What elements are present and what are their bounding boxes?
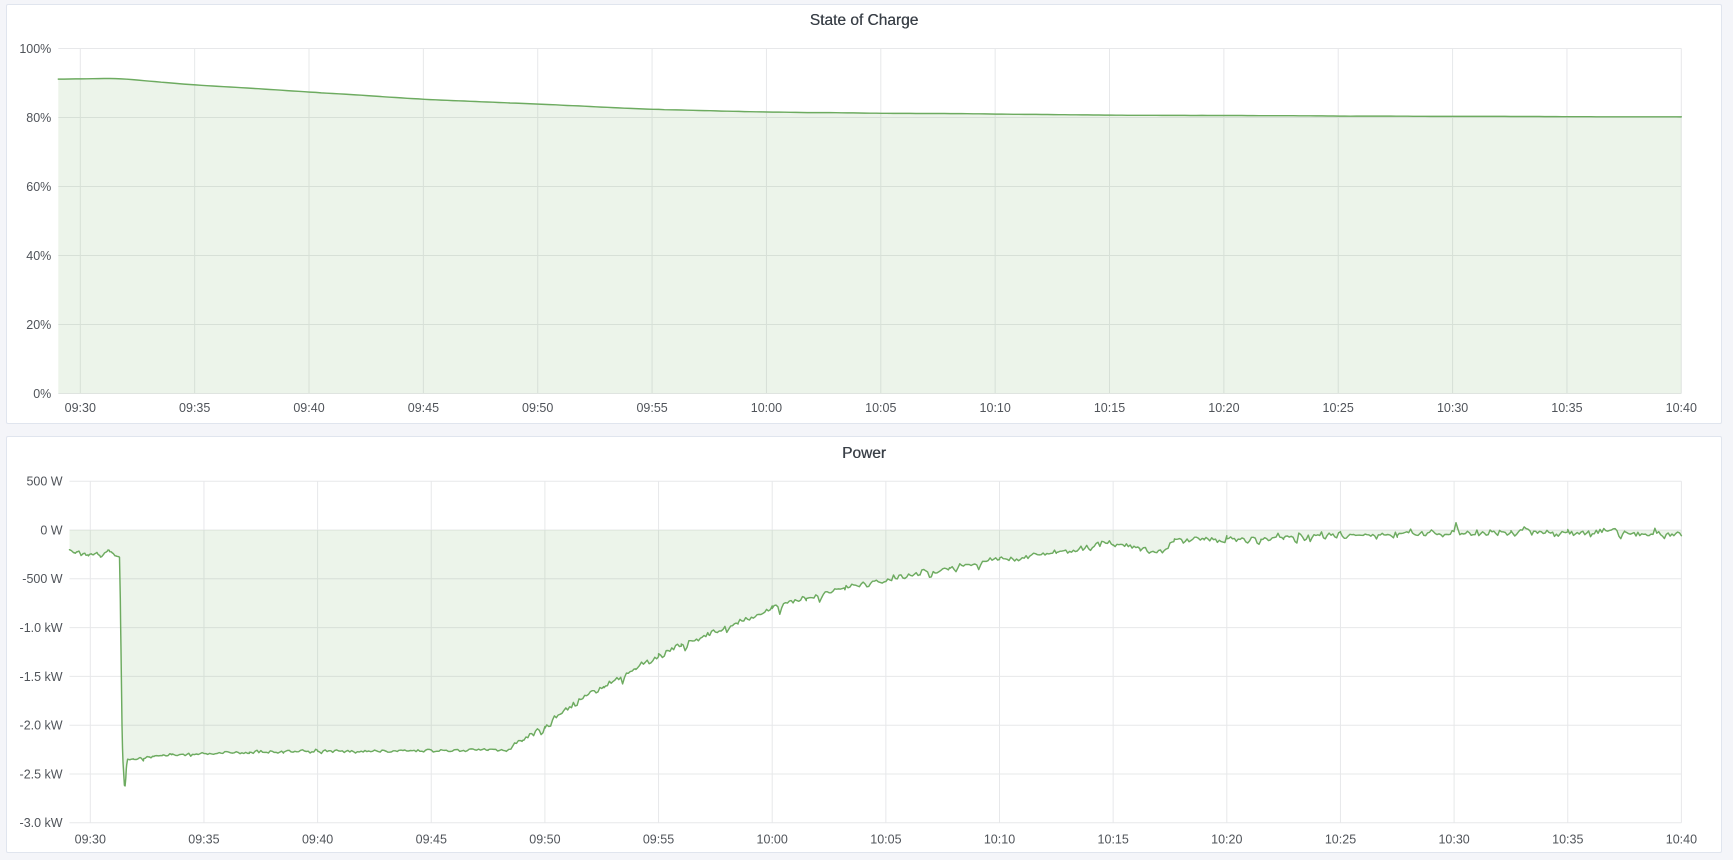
- svg-text:09:45: 09:45: [416, 833, 447, 847]
- svg-text:10:35: 10:35: [1551, 401, 1582, 415]
- svg-text:10:30: 10:30: [1438, 833, 1469, 847]
- svg-text:10:20: 10:20: [1211, 833, 1242, 847]
- svg-text:100%: 100%: [19, 42, 51, 56]
- svg-text:60%: 60%: [26, 180, 51, 194]
- svg-text:10:40: 10:40: [1666, 833, 1697, 847]
- svg-text:10:30: 10:30: [1437, 401, 1468, 415]
- svg-text:-1.5 kW: -1.5 kW: [20, 670, 63, 684]
- svg-text:10:20: 10:20: [1208, 401, 1239, 415]
- svg-text:10:25: 10:25: [1325, 833, 1356, 847]
- svg-text:09:50: 09:50: [522, 401, 553, 415]
- svg-text:10:25: 10:25: [1323, 401, 1354, 415]
- svg-text:10:10: 10:10: [984, 833, 1015, 847]
- svg-text:09:55: 09:55: [643, 833, 674, 847]
- svg-text:09:30: 09:30: [65, 401, 96, 415]
- svg-text:10:05: 10:05: [870, 833, 901, 847]
- svg-text:500 W: 500 W: [26, 475, 62, 489]
- svg-text:10:15: 10:15: [1094, 401, 1125, 415]
- svg-text:10:40: 10:40: [1666, 401, 1697, 415]
- svg-text:0 W: 0 W: [40, 523, 62, 537]
- svg-text:40%: 40%: [26, 249, 51, 263]
- svg-text:20%: 20%: [26, 318, 51, 332]
- svg-text:80%: 80%: [26, 111, 51, 125]
- svg-text:10:10: 10:10: [980, 401, 1011, 415]
- svg-text:10:00: 10:00: [757, 833, 788, 847]
- svg-text:-2.0 kW: -2.0 kW: [20, 719, 63, 733]
- svg-text:09:30: 09:30: [75, 833, 106, 847]
- svg-text:09:40: 09:40: [302, 833, 333, 847]
- svg-text:-2.5 kW: -2.5 kW: [20, 767, 63, 781]
- svg-text:10:00: 10:00: [751, 401, 782, 415]
- svg-text:-500 W: -500 W: [22, 572, 62, 586]
- svg-text:09:35: 09:35: [188, 833, 219, 847]
- svg-text:-3.0 kW: -3.0 kW: [20, 816, 63, 830]
- svg-text:0%: 0%: [33, 387, 51, 401]
- svg-text:09:55: 09:55: [636, 401, 667, 415]
- svg-text:09:35: 09:35: [179, 401, 210, 415]
- svg-text:09:50: 09:50: [529, 833, 560, 847]
- svg-text:09:45: 09:45: [408, 401, 439, 415]
- svg-text:10:35: 10:35: [1552, 833, 1583, 847]
- svg-text:09:40: 09:40: [293, 401, 324, 415]
- svg-text:10:15: 10:15: [1098, 833, 1129, 847]
- svg-text:-1.0 kW: -1.0 kW: [20, 621, 63, 635]
- svg-text:10:05: 10:05: [865, 401, 896, 415]
